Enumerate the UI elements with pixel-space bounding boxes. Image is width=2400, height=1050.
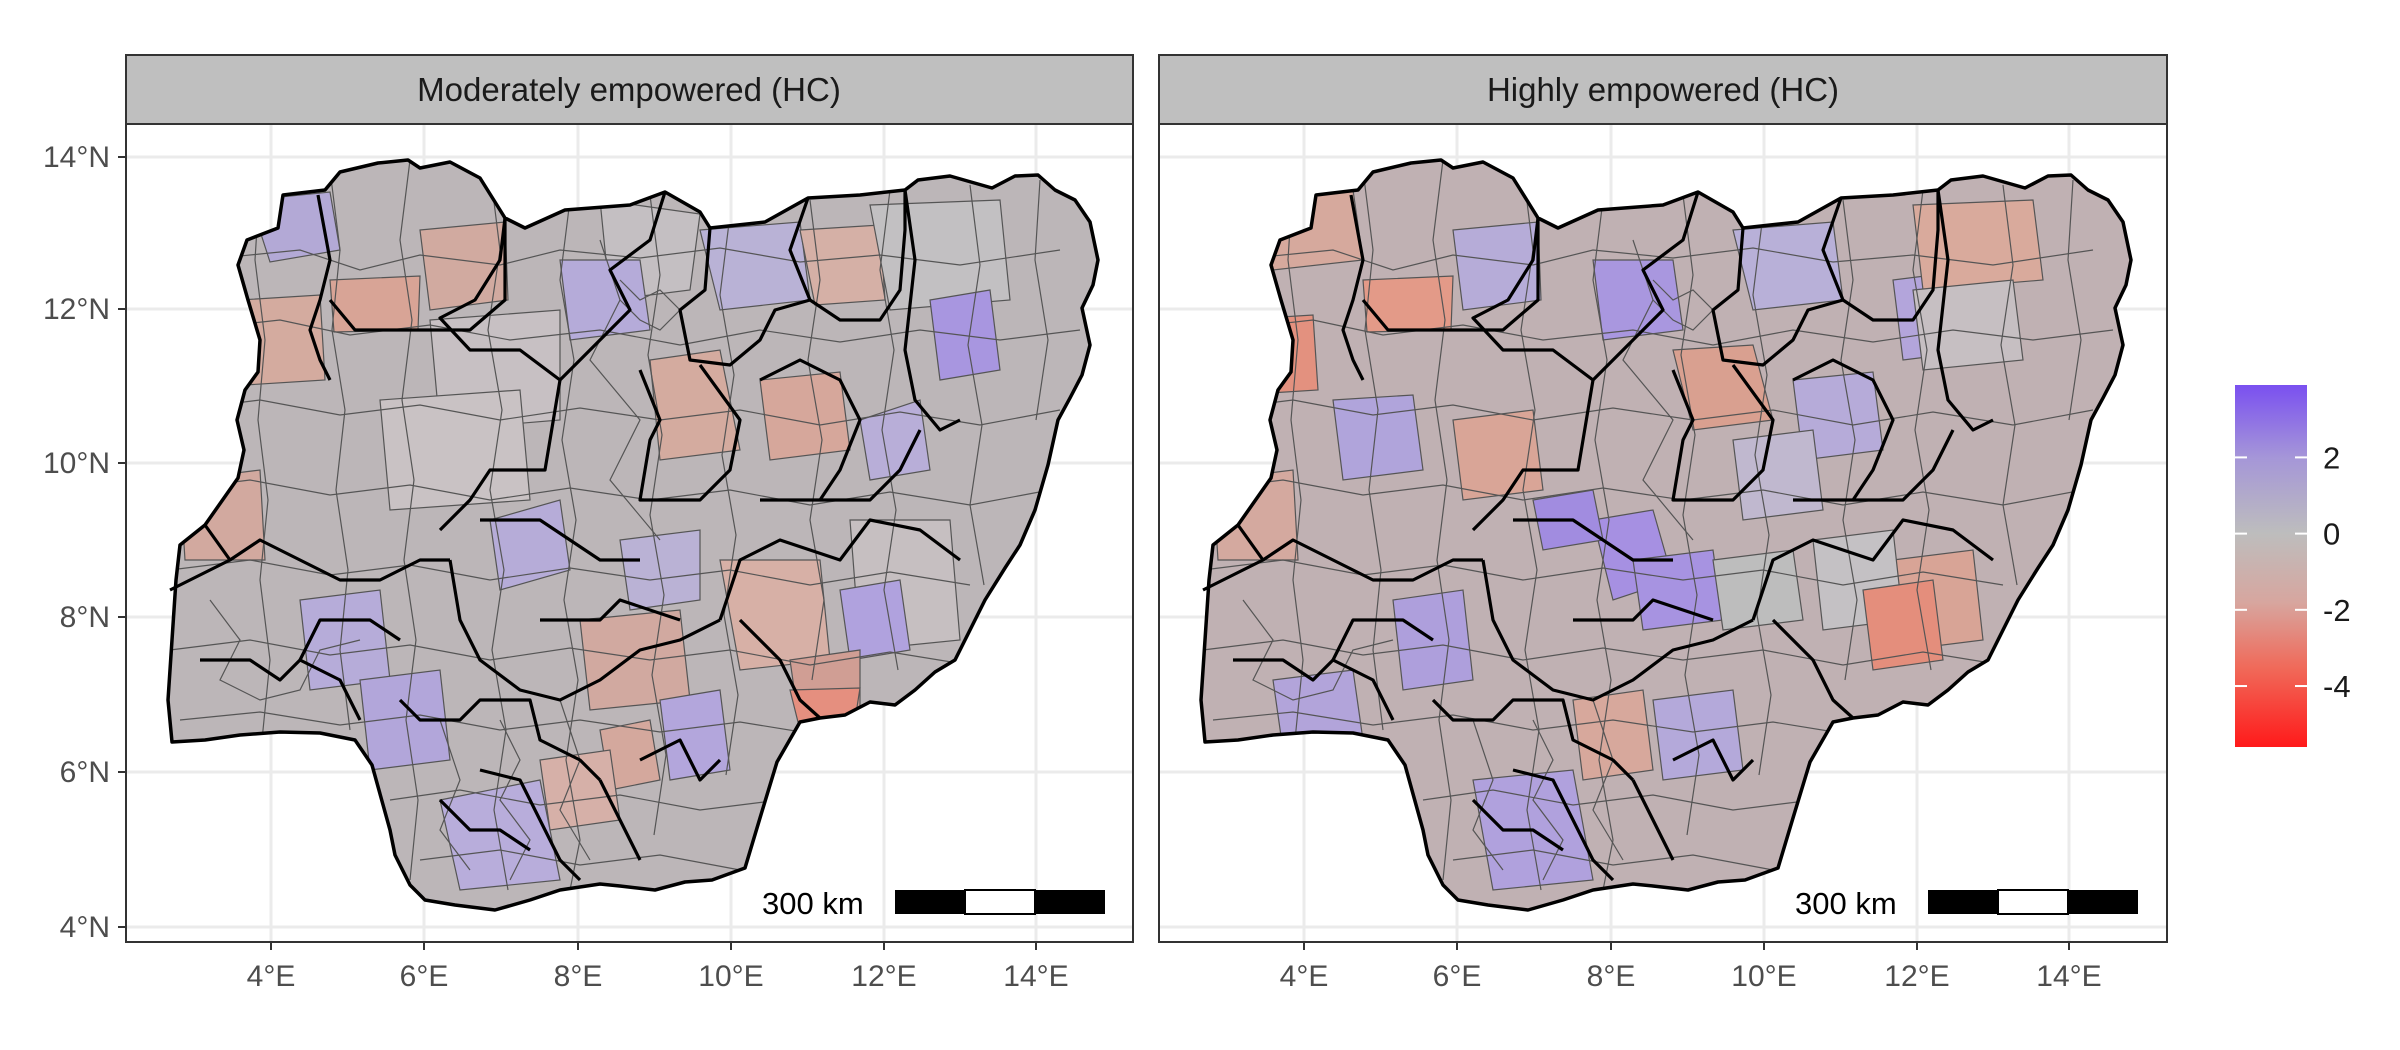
facet-strip-moderate <box>125 54 1134 125</box>
x-tick-label: 8°E <box>1587 960 1636 993</box>
state-boundaries <box>169 189 961 882</box>
color-legend: 2 0 -2 -4 <box>2235 385 2351 747</box>
x-tick-label: 10°E <box>1731 960 1796 993</box>
y-tick-label: 4°N <box>60 911 110 944</box>
y-tick-label: 12°N <box>43 293 110 326</box>
lga-patches <box>1212 189 2044 891</box>
x-axis-moderate: 4°E 6°E 8°E 10°E 12°E 14°E <box>247 942 1069 993</box>
scale-bar-moderate: 300 km <box>762 886 1105 921</box>
x-tick-label: 14°E <box>2036 960 2101 993</box>
x-tick-label: 4°E <box>1280 960 1329 993</box>
x-tick-label: 6°E <box>1433 960 1482 993</box>
x-tick-label: 12°E <box>1884 960 1949 993</box>
nigeria-map-high <box>1199 158 2133 912</box>
x-tick-label: 10°E <box>698 960 763 993</box>
scale-bar-label: 300 km <box>1795 886 1897 921</box>
lga-boundaries <box>1202 160 2114 901</box>
x-tick-label: 8°E <box>554 960 603 993</box>
y-axis: 4°N 6°N 8°N 10°N 12°N 14°N <box>43 141 126 944</box>
x-tick-label: 14°E <box>1003 960 1068 993</box>
lga-patches <box>179 191 1011 891</box>
y-tick-label: 14°N <box>43 141 110 174</box>
x-tick-label: 4°E <box>247 960 296 993</box>
legend-ticks: 2 0 -2 -4 <box>2235 440 2351 704</box>
x-tick-label: 12°E <box>851 960 916 993</box>
x-axis-high: 4°E 6°E 8°E 10°E 12°E 14°E <box>1280 942 2102 993</box>
nigeria-map-moderate <box>166 158 1100 912</box>
facet-strip-high <box>1158 54 2168 125</box>
facet-title-high: Highly empowered (HC) <box>1487 71 1839 108</box>
scale-bar-label: 300 km <box>762 886 864 921</box>
scale-bar-high: 300 km <box>1795 886 2138 921</box>
legend-tick-label: -4 <box>2323 669 2351 704</box>
y-tick-label: 10°N <box>43 447 110 480</box>
y-tick-label: 8°N <box>60 601 110 634</box>
lga-boundaries <box>169 160 1081 901</box>
y-tick-label: 6°N <box>60 756 110 789</box>
colorbar <box>2235 385 2307 747</box>
legend-tick-label: 2 <box>2323 440 2340 475</box>
x-tick-label: 6°E <box>400 960 449 993</box>
legend-tick-label: 0 <box>2323 517 2340 552</box>
facet-title-moderate: Moderately empowered (HC) <box>417 71 841 108</box>
state-boundaries <box>1202 189 1994 882</box>
legend-tick-label: -2 <box>2323 593 2351 628</box>
